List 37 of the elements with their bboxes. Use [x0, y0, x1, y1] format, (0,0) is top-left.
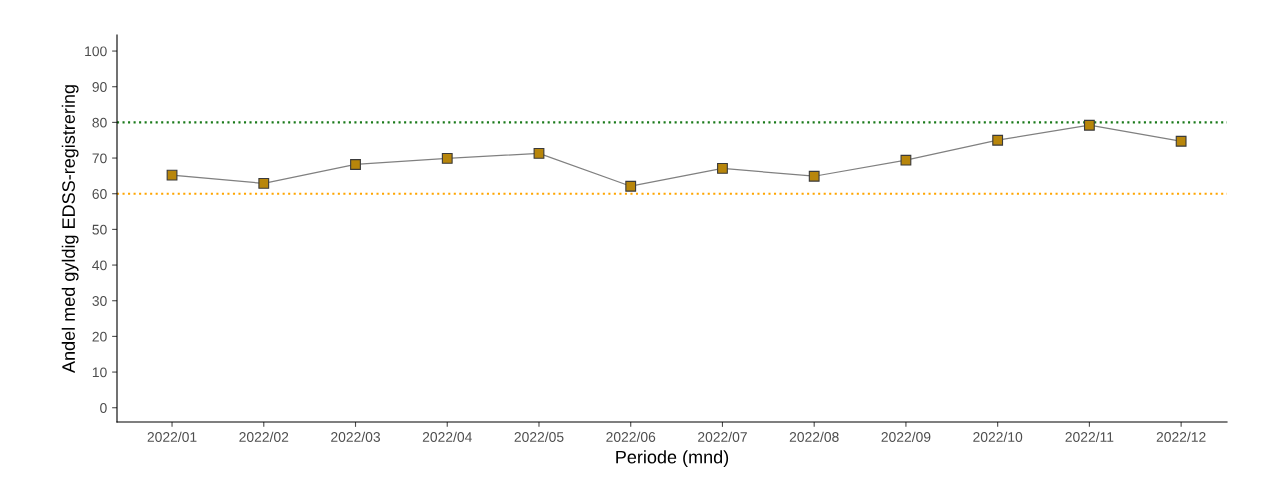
x-tick-label: 2022/10	[973, 431, 1023, 442]
y-tick-label: 0	[100, 403, 107, 413]
y-tick-label: 40	[92, 260, 107, 271]
y-tick-label: 10	[92, 367, 107, 378]
y-tick-label: 100	[85, 46, 107, 57]
point	[808, 170, 820, 182]
x-tick-label: 2022/08	[789, 431, 839, 442]
y-tick-label: 80	[92, 117, 107, 128]
y-tick-label: 60	[92, 189, 107, 199]
point	[1175, 135, 1187, 147]
point	[533, 148, 545, 159]
y-axis-title: Andel med gyldig EDSS-registrering	[61, 85, 79, 373]
y-tick-label: 20	[92, 331, 107, 342]
x-tick-label: 2022/01	[147, 431, 197, 442]
point	[900, 154, 912, 166]
x-tick-label: 2022/03	[331, 431, 381, 442]
x-tick-label: 2022/06	[606, 431, 656, 442]
y-tick-label: 70	[92, 153, 107, 164]
x-tick-label: 2022/05	[514, 431, 564, 442]
y-tick-label: 30	[92, 296, 107, 306]
x-tick-label: 2022/04	[422, 431, 472, 442]
point	[441, 152, 453, 164]
y-tick-label: 90	[92, 82, 107, 92]
x-tick-label: 2022/09	[881, 431, 931, 442]
point	[1083, 119, 1095, 131]
point	[625, 180, 637, 192]
point	[992, 134, 1004, 146]
point	[258, 177, 270, 189]
x-axis-title: Periode (mnd)	[616, 450, 729, 468]
x-tick-label: 2022/11	[1065, 431, 1114, 442]
point	[350, 159, 361, 170]
x-tick-label: 2022/07	[698, 431, 747, 442]
x-tick-label: 2022/02	[239, 431, 289, 442]
x-tick-label: 2022/12	[1156, 431, 1206, 442]
y-tick-label: 50	[92, 224, 107, 235]
point	[166, 169, 178, 181]
point	[717, 162, 728, 174]
